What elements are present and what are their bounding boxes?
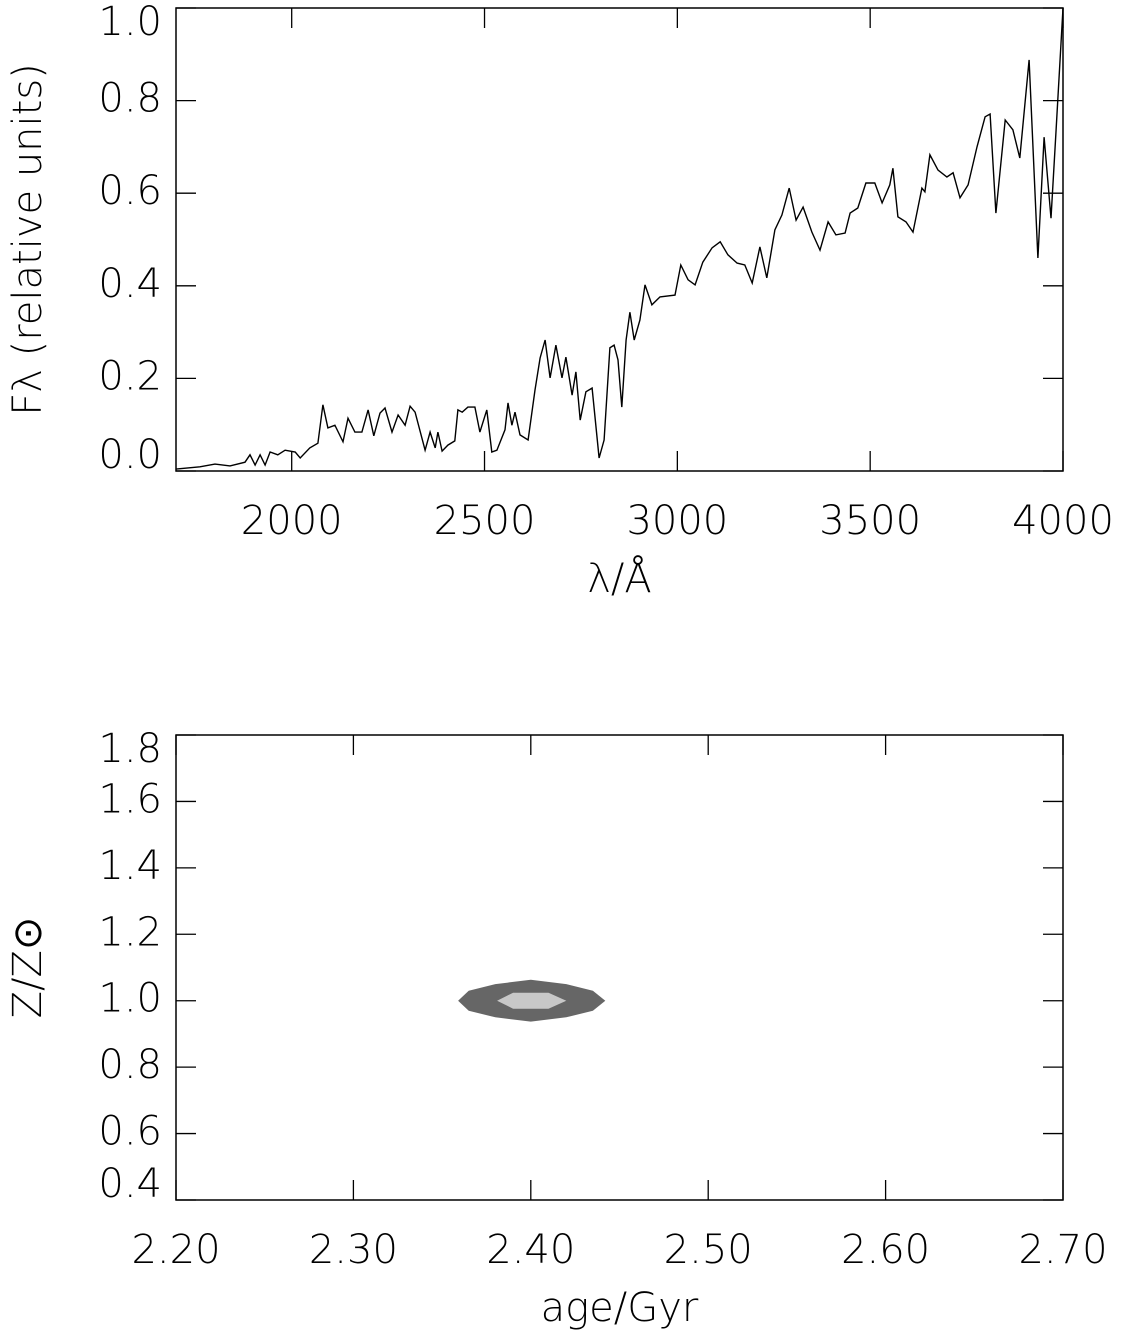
x-tick-label: 2.20 bbox=[131, 1227, 220, 1273]
y-tick-label: 1.0 bbox=[98, 0, 162, 45]
x-tick-label: 4000 bbox=[1012, 498, 1114, 544]
x-axis-title: age/Gyr bbox=[541, 1285, 699, 1331]
x-tick-label: 2500 bbox=[434, 498, 536, 544]
y-tick-label: 0.8 bbox=[98, 1042, 162, 1088]
spectrum-line bbox=[175, 7, 1064, 470]
y-tick-label: 0.6 bbox=[98, 1109, 162, 1155]
y-tick-label: 0.2 bbox=[98, 353, 162, 399]
y-tick-label: 1.0 bbox=[98, 976, 162, 1022]
x-tick-label: 2.60 bbox=[841, 1227, 930, 1273]
x-tick-label: 2.70 bbox=[1018, 1227, 1107, 1273]
y-axis-title: Fλ (relative units) bbox=[5, 63, 51, 416]
y-tick-label: 1.6 bbox=[98, 776, 162, 822]
y-tick-label: 0.6 bbox=[98, 168, 162, 214]
x-tick-label: 2000 bbox=[241, 498, 343, 544]
x-tick-label: 3000 bbox=[626, 498, 728, 544]
y-tick-label: 1.8 bbox=[98, 726, 162, 772]
x-tick-label: 3500 bbox=[819, 498, 921, 544]
y-tick-label: 0.8 bbox=[98, 76, 162, 122]
x-tick-label: 2.40 bbox=[486, 1227, 575, 1273]
y-tick-label: 0.4 bbox=[98, 261, 162, 307]
x-tick-label: 2.50 bbox=[664, 1227, 753, 1273]
plot-frame bbox=[175, 734, 1064, 1201]
y-tick-label: 0.0 bbox=[98, 432, 162, 478]
y-tick-label: 1.4 bbox=[98, 843, 162, 889]
plot-frame bbox=[175, 7, 1064, 472]
contour-region bbox=[497, 992, 567, 1009]
y-tick-label: 0.4 bbox=[98, 1161, 162, 1207]
y-axis-title: Z/Z⊙ bbox=[5, 917, 51, 1019]
x-axis-title: λ/Å bbox=[587, 554, 652, 602]
x-tick-label: 2.30 bbox=[309, 1227, 398, 1273]
y-tick-label: 1.2 bbox=[98, 909, 162, 955]
